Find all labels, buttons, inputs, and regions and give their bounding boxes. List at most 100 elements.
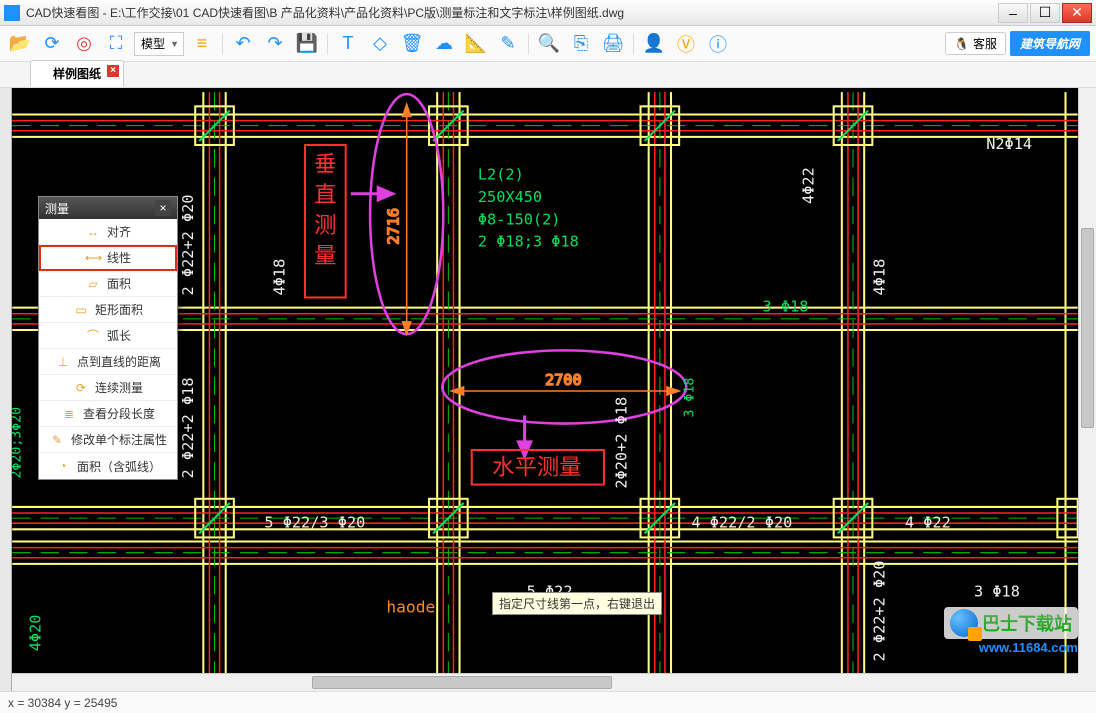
svg-text:2 Φ18;3 Φ18: 2 Φ18;3 Φ18	[478, 233, 579, 251]
svg-text:250X450: 250X450	[478, 188, 542, 206]
svg-text:测: 测	[314, 212, 336, 238]
measure-item-0[interactable]: ↔对齐	[39, 219, 177, 245]
target-icon[interactable]: ◎	[70, 30, 98, 58]
measure-item-label: 线性	[107, 249, 131, 266]
save-icon[interactable]: 💾	[293, 30, 321, 58]
redo-icon[interactable]: ↷	[261, 30, 289, 58]
measure-item-icon: ▭	[73, 303, 89, 317]
svg-text:N2Φ14: N2Φ14	[986, 135, 1032, 153]
measure-item-icon: ◔	[55, 459, 71, 473]
svg-text:4Φ18: 4Φ18	[871, 259, 889, 296]
model-space-dropdown[interactable]: 模型	[134, 32, 184, 56]
info-icon[interactable]: ⓘ	[704, 30, 732, 58]
refresh-icon[interactable]: ⟳	[38, 30, 66, 58]
tab-active[interactable]: 样例图纸 ×	[30, 60, 124, 87]
svg-text:直: 直	[314, 182, 336, 208]
svg-text:4Φ20: 4Φ20	[27, 615, 45, 652]
measure-item-label: 弧长	[107, 327, 131, 344]
measure-item-icon: ⟳	[73, 381, 89, 395]
document-tab-strip: 样例图纸 ×	[0, 62, 1096, 88]
svg-text:水平测量: 水平测量	[492, 454, 581, 480]
svg-text:L2(2): L2(2)	[478, 166, 524, 184]
svg-text:4Φ22: 4Φ22	[799, 167, 817, 204]
svg-text:4Φ18: 4Φ18	[271, 259, 289, 296]
watermark-name: 巴士下载站	[982, 610, 1072, 636]
layers-icon[interactable]: ≡	[188, 30, 216, 58]
nav-site-link[interactable]: 建筑导航网	[1010, 31, 1090, 56]
measure-item-icon: ≣	[61, 407, 77, 421]
svg-text:2 Φ22+2 Φ20: 2 Φ22+2 Φ20	[179, 194, 197, 295]
watermark: 巴士下载站 www.11684.com	[944, 607, 1078, 655]
svg-text:3 Φ18: 3 Φ18	[763, 298, 809, 316]
print-icon[interactable]: 🖨	[599, 30, 627, 58]
watermark-url: www.11684.com	[944, 640, 1078, 655]
measure-item-label: 查看分段长度	[83, 405, 155, 422]
erase-icon[interactable]: ◇	[366, 30, 394, 58]
text-icon[interactable]: T	[334, 30, 362, 58]
horizontal-scroll-thumb[interactable]	[312, 676, 612, 689]
measure-item-5[interactable]: ⊥点到直线的距离	[39, 349, 177, 375]
scrollbar-corner	[1078, 673, 1096, 691]
pen-icon[interactable]: ✎	[494, 30, 522, 58]
measure-panel-close-icon[interactable]: ×	[155, 200, 171, 216]
svg-text:3 Φ18: 3 Φ18	[974, 582, 1020, 600]
measure-item-icon: ⊥	[55, 355, 71, 369]
measure-item-icon: ⌒	[85, 327, 101, 344]
find-icon[interactable]: 🔍	[535, 30, 563, 58]
svg-text:2700: 2700	[545, 371, 582, 389]
horizontal-scrollbar[interactable]	[12, 673, 1078, 691]
measure-item-icon: ▱	[85, 277, 101, 291]
measure-item-2[interactable]: ▱ 面积	[39, 271, 177, 297]
measure-item-6[interactable]: ⟳ 连续测量	[39, 375, 177, 401]
measure-item-icon: ⟷	[85, 251, 101, 265]
svg-text:4 Φ22: 4 Φ22	[905, 513, 951, 531]
svg-text:Φ8-150(2): Φ8-150(2)	[478, 210, 561, 228]
measure-tool-panel[interactable]: 测量 × ↔对齐 ⟷ 线性 ▱ 面积 ▭矩形面积 ⌒ 弧长 ⊥点到直线的距离 ⟳ 连续测量 ≣ 查看分段…	[38, 196, 178, 480]
kefu-label: 客服	[973, 35, 997, 52]
measure-item-9[interactable]: ◔ 面积（含弧线）	[39, 453, 177, 479]
maximize-button[interactable]: ☐	[1030, 3, 1060, 23]
svg-text:2Φ20+2 Φ18: 2Φ20+2 Φ18	[612, 397, 630, 489]
measure-item-8[interactable]: ✎修改单个标注属性	[39, 427, 177, 453]
drawing-canvas[interactable]: 2716 2700 垂 直 测 量 水平测量	[0, 88, 1096, 691]
export-icon[interactable]: ⎘	[567, 30, 595, 58]
status-bar: x = 30384 y = 25495	[0, 691, 1096, 713]
measure-item-icon: ↔	[85, 225, 101, 239]
svg-text:2 Φ22+2 Φ18: 2 Φ22+2 Φ18	[179, 377, 197, 478]
measure-item-label: 面积	[107, 275, 131, 292]
measure-item-3[interactable]: ▭矩形面积	[39, 297, 177, 323]
main-toolbar: 📂 ⟳ ◎ ⛶ 模型 ≡ ↶ ↷ 💾 T ◇ 🗑 ☁ 📐 ✎ 🔍 ⎘ 🖨 👤 Ⓥ…	[0, 26, 1096, 62]
delete-icon[interactable]: 🗑	[398, 30, 426, 58]
svg-text:2716: 2716	[385, 208, 403, 245]
vertical-ruler	[0, 88, 12, 691]
coordinates-readout: x = 30384 y = 25495	[8, 696, 117, 710]
measure-icon[interactable]: 📐	[462, 30, 490, 58]
svg-text:垂: 垂	[314, 151, 336, 177]
minimize-button[interactable]: –	[998, 3, 1028, 23]
measure-item-icon: ✎	[49, 433, 65, 447]
vertical-scroll-thumb[interactable]	[1081, 228, 1094, 428]
close-button[interactable]: ✕	[1062, 3, 1092, 23]
svg-text:5 Φ22/3 Φ20: 5 Φ22/3 Φ20	[264, 513, 365, 531]
undo-icon[interactable]: ↶	[229, 30, 257, 58]
open-icon[interactable]: 📂	[6, 30, 34, 58]
measure-item-7[interactable]: ≣ 查看分段长度	[39, 401, 177, 427]
measure-item-label: 面积（含弧线）	[77, 458, 161, 475]
watermark-globe-icon	[950, 609, 978, 637]
tab-close-icon[interactable]: ×	[107, 65, 119, 77]
measure-item-4[interactable]: ⌒ 弧长	[39, 323, 177, 349]
measure-item-label: 连续测量	[95, 379, 143, 396]
measure-panel-title-bar[interactable]: 测量 ×	[39, 197, 177, 219]
customer-service-button[interactable]: 🐧 客服	[945, 32, 1006, 55]
vip-icon[interactable]: Ⓥ	[672, 30, 700, 58]
zoom-extents-icon[interactable]: ⛶	[102, 30, 130, 58]
user-icon[interactable]: 👤	[640, 30, 668, 58]
command-hint: 指定尺寸线第一点，右键退出	[492, 592, 662, 615]
svg-text:4 Φ22/2 Φ20: 4 Φ22/2 Φ20	[691, 513, 792, 531]
measure-item-1[interactable]: ⟷ 线性	[39, 245, 177, 271]
vertical-scrollbar[interactable]	[1078, 88, 1096, 673]
title-bar: CAD快速看图 - E:\工作交接\01 CAD快速看图\B 产品化资料\产品化…	[0, 0, 1096, 26]
svg-text:3 Φ18: 3 Φ18	[682, 378, 697, 418]
cloud-icon[interactable]: ☁	[430, 30, 458, 58]
tab-label: 样例图纸	[53, 67, 101, 81]
